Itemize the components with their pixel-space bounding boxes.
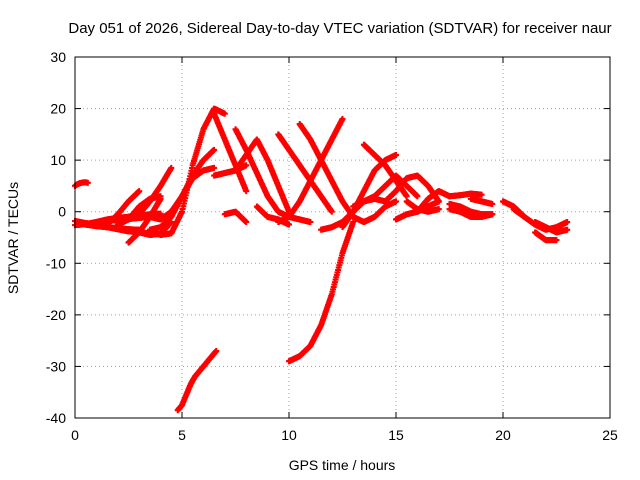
series-arc-24: [296, 121, 399, 226]
x-tick-label: 15: [388, 427, 404, 443]
x-tick-label: 0: [71, 427, 79, 443]
series-arc-23: [286, 219, 357, 365]
y-tick-label: 20: [50, 101, 66, 117]
series-arc-35: [446, 206, 496, 220]
series-arc-31: [403, 198, 442, 215]
series-arc-16: [211, 110, 250, 195]
y-tick-label: 10: [50, 152, 66, 168]
data-point: [339, 115, 346, 122]
x-axis-ticks: 0 5 10 15 20 25: [71, 57, 618, 443]
series-arc-17: [221, 208, 250, 226]
series-arc-19: [232, 136, 292, 215]
x-axis-label: GPS time / hours: [289, 457, 396, 473]
data-point: [307, 219, 314, 226]
data-point: [168, 164, 175, 171]
series-arc-14: [174, 347, 220, 414]
y-tick-label: -30: [46, 358, 66, 374]
data-point: [243, 219, 250, 226]
data-point: [221, 110, 228, 117]
y-axis-label: SDTVAR / TECUs: [5, 182, 21, 294]
data-point: [243, 162, 250, 169]
data-point: [328, 208, 335, 215]
data-point: [403, 193, 410, 200]
data-point: [393, 198, 399, 205]
chart-title: Day 051 of 2026, Sidereal Day-to-day VTE…: [68, 20, 611, 37]
series-arc-36: [467, 195, 496, 207]
data-point: [286, 221, 292, 228]
data-point: [435, 198, 442, 205]
x-tick-label: 20: [495, 427, 511, 443]
data-points: [72, 105, 571, 414]
series-arc-28: [360, 141, 410, 200]
data-point: [564, 226, 571, 233]
plot-frame: [74, 56, 611, 419]
series-arc-32: [414, 188, 453, 215]
y-tick-label: 30: [50, 49, 66, 65]
data-point: [243, 188, 250, 195]
data-point: [393, 151, 399, 158]
data-point: [435, 206, 442, 213]
series-arc-12: [146, 146, 218, 223]
series-arc-39: [532, 229, 560, 244]
data-point: [211, 146, 218, 153]
x-tick-label: 5: [178, 427, 186, 443]
series-arc-15: [211, 162, 250, 179]
series-arc-10: [136, 219, 175, 238]
series-arc-06: [104, 188, 143, 228]
data-point: [84, 179, 91, 186]
series-arc-40: [532, 219, 571, 236]
y-tick-label: -10: [46, 255, 66, 271]
x-tick-label: 25: [602, 427, 618, 443]
y-tick-label: -40: [46, 410, 66, 426]
data-point: [564, 219, 571, 226]
series-arc-21: [275, 115, 346, 226]
data-point: [157, 210, 164, 217]
data-point: [157, 195, 164, 202]
data-point: [553, 237, 560, 244]
series-arc-33: [446, 190, 485, 200]
data-point: [213, 347, 220, 354]
data-point: [478, 191, 485, 198]
series-arc-22: [275, 131, 335, 215]
data-point: [489, 200, 496, 207]
data-point: [136, 188, 143, 195]
data-point: [211, 164, 218, 171]
grid: [75, 57, 610, 418]
series-arc-09: [125, 164, 175, 220]
series-arc-18: [232, 126, 314, 226]
data-point: [489, 211, 496, 218]
data-point: [414, 193, 421, 200]
y-axis-ticks: -40 -30 -20 -10 0 10 20 30: [46, 49, 610, 426]
x-tick-label: 10: [281, 427, 297, 443]
series-arc-13: [157, 105, 228, 238]
series-arc-27: [350, 172, 421, 210]
y-tick-label: 0: [58, 204, 66, 220]
y-tick-label: -20: [46, 307, 66, 323]
